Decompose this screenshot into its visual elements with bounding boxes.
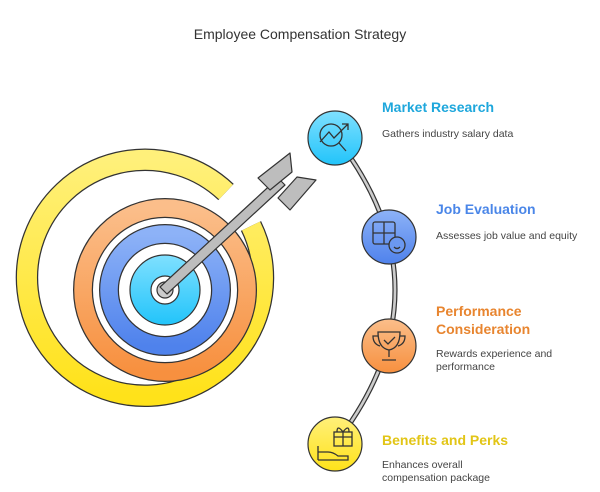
step-title-performance: Performance Consideration bbox=[436, 303, 531, 337]
step-desc-job-evaluation: Assesses job value and equity bbox=[436, 230, 578, 242]
step-desc-benefits: Enhances overall compensation package bbox=[382, 459, 490, 484]
step-title-job-evaluation: Job Evaluation bbox=[436, 201, 536, 217]
diagram-title: Employee Compensation Strategy bbox=[193, 26, 407, 42]
step-title-benefits: Benefits and Perks bbox=[382, 432, 509, 448]
step-desc-market-research: Gathers industry salary data bbox=[382, 128, 514, 140]
chart-magnifier-icon bbox=[307, 110, 363, 166]
step-desc-performance: Rewards experience and performance bbox=[436, 348, 553, 373]
trophy-icon bbox=[361, 318, 417, 374]
step-title-market-research: Market Research bbox=[382, 99, 495, 115]
arrow bbox=[159, 152, 317, 295]
puzzle-gauge-icon bbox=[361, 209, 417, 265]
gift-hand-icon bbox=[307, 416, 363, 472]
